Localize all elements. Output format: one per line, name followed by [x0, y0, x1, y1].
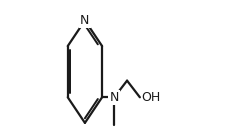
Text: OH: OH	[141, 91, 160, 104]
Text: N: N	[80, 14, 89, 27]
Text: N: N	[109, 91, 118, 104]
